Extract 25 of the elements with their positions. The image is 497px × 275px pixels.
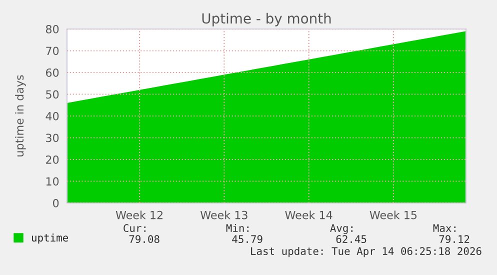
text: Max: bbox=[433, 224, 456, 232]
y-tick-label: 80 bbox=[46, 24, 59, 34]
chart-title: Uptime - by month bbox=[202, 12, 331, 26]
x-tick-label: Week 15 bbox=[370, 210, 417, 220]
y-axis-title: uptime in days bbox=[15, 75, 26, 156]
legend-label: uptime bbox=[32, 234, 68, 244]
y-tick-label: 30 bbox=[46, 134, 59, 142]
text: Cur: bbox=[124, 224, 146, 232]
text: 79.12 bbox=[439, 235, 470, 244]
text: Min: bbox=[226, 224, 248, 232]
y-tick-label: 20 bbox=[46, 155, 59, 164]
y-tick-label: 60 bbox=[46, 68, 59, 77]
x-tick-label: Week 13 bbox=[200, 210, 248, 220]
text: 45.79 bbox=[232, 235, 262, 244]
y-tick-label: 10 bbox=[46, 177, 59, 186]
x-tick-label: Week 14 bbox=[285, 210, 332, 220]
y-tick-label: 50 bbox=[46, 90, 59, 99]
text: Avg: bbox=[330, 224, 352, 234]
y-tick-label: 40 bbox=[46, 112, 59, 120]
text: 79.08 bbox=[129, 235, 160, 244]
y-tick-label: 70 bbox=[46, 46, 59, 56]
x-tick-label: Week 12 bbox=[116, 210, 162, 220]
y-tick-label: 0 bbox=[53, 198, 59, 208]
text: 62.45 bbox=[336, 235, 366, 244]
text: Last update: Tue Apr 14 06:25:18 2026 bbox=[251, 246, 482, 258]
